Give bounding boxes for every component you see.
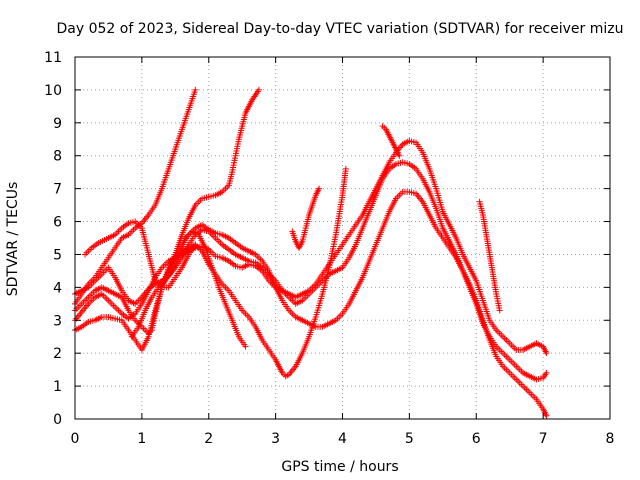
series-arc-7 [128, 228, 249, 350]
y-tick-label: 0 [53, 412, 62, 428]
y-tick-label: 3 [53, 313, 62, 329]
data-point-marker [543, 412, 550, 419]
data-point-marker [496, 307, 503, 314]
series-arc-6 [72, 165, 349, 380]
y-tick-label: 6 [53, 215, 62, 231]
y-tick-label: 1 [53, 379, 62, 395]
data-point-marker [192, 86, 199, 93]
y-tick-label: 8 [53, 149, 62, 165]
data-layer [72, 86, 550, 419]
y-tick-label: 9 [53, 116, 62, 132]
data-point-marker [396, 152, 403, 159]
x-tick-label: 4 [338, 431, 347, 447]
series-arc-10 [379, 123, 403, 159]
x-tick-label: 6 [472, 431, 481, 447]
x-tick-label: 1 [137, 431, 146, 447]
y-axis-label: SDTVAR / TECUs [5, 182, 21, 297]
series-arc-3 [72, 188, 550, 419]
x-axis-label: GPS time / hours [281, 459, 398, 475]
data-point-marker [342, 165, 349, 172]
data-point-marker [242, 343, 249, 350]
series-arc-11 [476, 198, 503, 314]
data-point-marker [543, 369, 550, 376]
series-arc-9 [289, 185, 323, 251]
y-tick-label: 5 [53, 247, 62, 263]
chart-title: Day 052 of 2023, Sidereal Day-to-day VTE… [57, 21, 624, 37]
x-tick-label: 2 [204, 431, 213, 447]
x-tick-label: 5 [405, 431, 414, 447]
data-point-marker [255, 86, 262, 93]
x-tick-label: 8 [606, 431, 615, 447]
data-point-marker [543, 350, 550, 357]
x-tick-label: 0 [71, 431, 80, 447]
grid [75, 57, 610, 419]
y-tick-label: 11 [44, 50, 62, 66]
series-arc-8 [172, 86, 262, 258]
x-tick-label: 7 [539, 431, 548, 447]
x-tick-label: 3 [271, 431, 280, 447]
y-tick-label: 7 [53, 182, 62, 198]
axis-ticks: 0 1 2 3 4 5 6 7 8 0 1 2 3 4 5 6 7 8 9 10 11 [44, 50, 614, 447]
y-tick-label: 4 [53, 280, 62, 296]
y-tick-label: 2 [53, 346, 62, 362]
data-point-marker [316, 185, 323, 192]
series-arc-4 [72, 159, 550, 383]
y-tick-label: 10 [44, 83, 62, 99]
